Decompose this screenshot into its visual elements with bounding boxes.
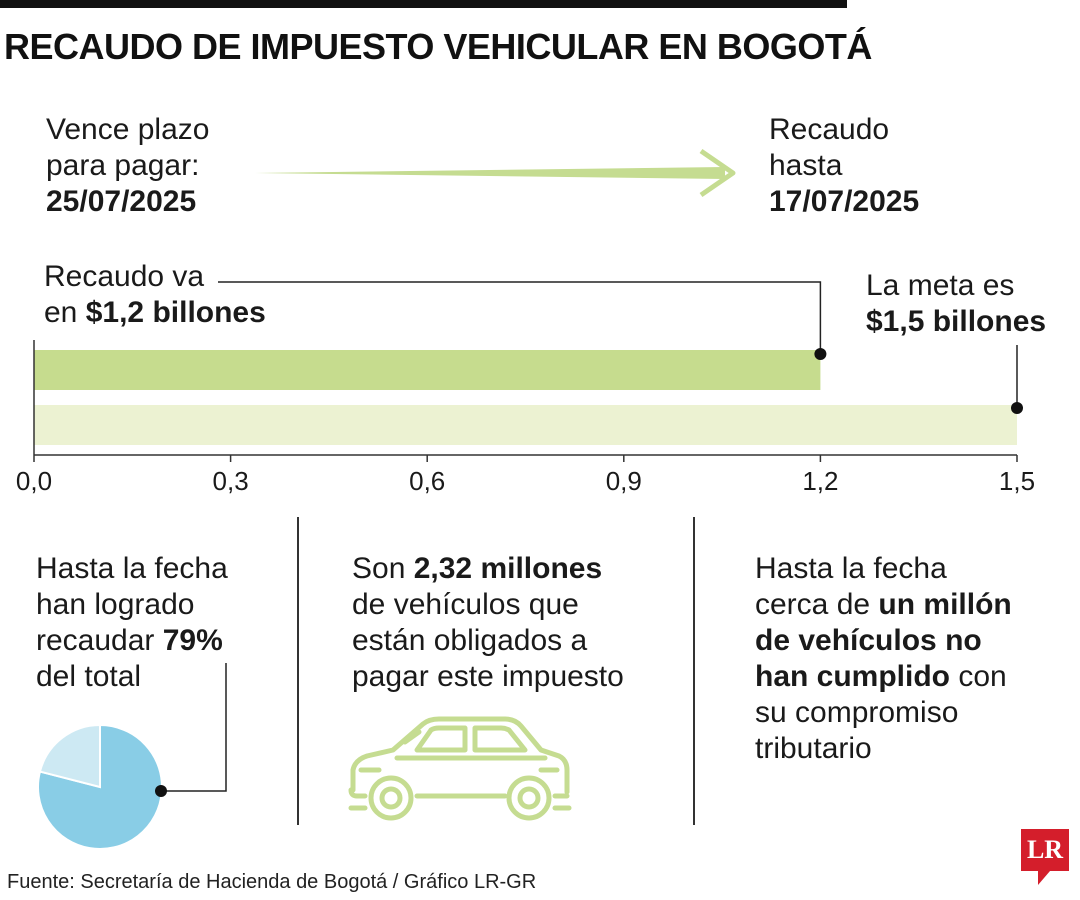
deadline-line1: Vence plazo xyxy=(46,113,210,146)
stat2-line2: de vehículos que xyxy=(352,588,579,621)
divider-2 xyxy=(693,517,695,825)
stat2-line3: están obligados a xyxy=(352,624,588,657)
pie-dot xyxy=(155,785,167,797)
collected-date-block: Recaudo hasta 17/07/2025 xyxy=(769,112,919,220)
stat1-line2: han logrado xyxy=(36,588,195,621)
stat3-line4-post: con xyxy=(950,660,1007,693)
recaudo-dot xyxy=(814,348,827,360)
stat3-line4-bold: han cumplido xyxy=(755,660,950,693)
pie-chart xyxy=(37,663,227,850)
recaudo-callout-line1: Recaudo va xyxy=(44,260,205,293)
lr-logo-tail xyxy=(1038,871,1050,885)
x-tick-label: 0,6 xyxy=(409,466,446,496)
bar-meta xyxy=(34,405,1017,445)
stat3-line1: Hasta la fecha xyxy=(755,552,947,585)
stat2-value: 2,32 millones xyxy=(413,552,603,585)
car-icon xyxy=(348,716,572,821)
divider-1 xyxy=(297,517,299,825)
recaudo-callout-prefix: en xyxy=(44,296,86,329)
timeline-arrow-icon xyxy=(255,148,736,198)
x-tick-label: 0,9 xyxy=(605,466,642,496)
collected-line1: Recaudo xyxy=(769,113,890,146)
bar-chart xyxy=(33,281,1023,462)
stat1-percent: 79% xyxy=(162,624,223,657)
collected-date: 17/07/2025 xyxy=(769,185,920,218)
stat1-line3: recaudar xyxy=(36,624,163,657)
chart-title: RECAUDO DE IMPUESTO VEHICULAR EN BOGOTÁ xyxy=(4,26,872,67)
x-tick-label: 0,0 xyxy=(15,466,53,496)
stat2-prefix: Son xyxy=(352,552,414,585)
stat1-line4: del total xyxy=(36,660,142,693)
collected-line2: hasta xyxy=(769,149,843,182)
stat3-line3: de vehículos no xyxy=(755,624,982,657)
pie-leader-line xyxy=(163,663,227,792)
x-tick-label: 1,5 xyxy=(998,466,1036,496)
deadline-date: 25/07/2025 xyxy=(46,185,197,218)
meta-dot xyxy=(1011,402,1023,414)
top-rule xyxy=(0,0,847,8)
stat2-line4: pagar este impuesto xyxy=(352,660,624,693)
stat-vehicles-obligated: Son 2,32 millones de vehículos que están… xyxy=(352,551,624,695)
recaudo-callout-value: $1,2 billones xyxy=(85,296,266,329)
meta-callout: La meta es $1,5 billones xyxy=(866,268,1046,340)
source-note: Fuente: Secretaría de Hacienda de Bogotá… xyxy=(7,871,537,893)
recaudo-callout: Recaudo va en $1,2 billones xyxy=(44,259,266,331)
x-tick-label: 1,2 xyxy=(802,466,839,496)
stat1-line1: Hasta la fecha xyxy=(36,552,228,585)
meta-callout-value: $1,5 billones xyxy=(866,305,1047,338)
recaudo-leader-line xyxy=(218,281,822,354)
pie-slice-remaining xyxy=(38,723,101,789)
stat3-line6: tributario xyxy=(755,732,872,765)
deadline-line2: para pagar: xyxy=(46,149,200,182)
stat3-line2-bold: un millón xyxy=(878,588,1012,621)
deadline-block: Vence plazo para pagar: 25/07/2025 xyxy=(46,112,209,220)
lr-logo: LR xyxy=(1021,829,1069,871)
x-tick-label: 0,3 xyxy=(212,466,249,496)
stat-noncompliant: Hasta la fecha cerca de un millón de veh… xyxy=(755,551,1012,767)
bar-recaudo xyxy=(34,350,821,390)
stat3-line2-pre: cerca de xyxy=(755,588,879,621)
stat3-line5: su compromiso xyxy=(755,696,959,729)
meta-callout-line1: La meta es xyxy=(866,269,1015,302)
stat-percent-collected: Hasta la fecha han logrado recaudar 79% … xyxy=(36,551,228,695)
